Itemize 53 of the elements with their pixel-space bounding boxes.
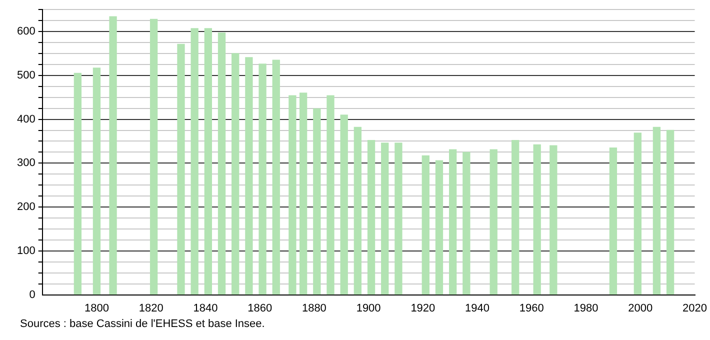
bar [367, 140, 376, 295]
x-tick-label: 1800 [84, 302, 109, 314]
bar [326, 95, 334, 295]
y-tick-label: 400 [16, 113, 36, 126]
x-tick-label: 1860 [248, 302, 272, 314]
x-tick-label: 1840 [193, 302, 218, 314]
x-tick-label: 1940 [465, 302, 490, 314]
bar [150, 18, 158, 295]
y-tick-label: 300 [16, 157, 36, 170]
x-tick-label: 1880 [302, 302, 326, 314]
bar [490, 149, 498, 295]
bar [634, 132, 642, 295]
bar [609, 147, 618, 295]
bar [533, 144, 541, 295]
bar [550, 145, 558, 295]
y-tick-label: 500 [16, 69, 36, 82]
x-tick-label: 1900 [356, 302, 381, 314]
x-tick-label: 1820 [138, 302, 164, 314]
bar [340, 114, 348, 295]
bar [109, 16, 117, 295]
bar [272, 60, 280, 295]
bar [190, 28, 198, 295]
y-tick-label: 100 [16, 244, 36, 257]
bar [299, 92, 308, 295]
bar [381, 142, 389, 295]
bar [74, 72, 82, 295]
bar [422, 155, 430, 295]
bar [258, 64, 266, 295]
bar [462, 152, 470, 295]
bar [232, 53, 240, 295]
bar [512, 140, 520, 295]
bar [218, 32, 226, 295]
bar [245, 57, 253, 295]
bar [313, 108, 321, 295]
x-tick-label: 2020 [682, 302, 708, 314]
bar [204, 28, 212, 295]
x-tick-label: 1920 [410, 302, 436, 314]
x-tick-label: 2000 [628, 302, 653, 314]
x-tick-label: 1980 [574, 302, 598, 314]
y-tick-label: 200 [16, 201, 36, 214]
bar [435, 160, 444, 295]
bar [666, 130, 674, 295]
bar [354, 126, 362, 295]
x-tick-label: 1960 [519, 302, 544, 314]
bar [449, 149, 457, 295]
y-tick-label: 600 [16, 26, 36, 38]
bar [177, 44, 185, 295]
bar [92, 68, 101, 295]
bar [652, 126, 661, 295]
bar [288, 95, 296, 295]
bar [394, 142, 402, 295]
source-note: Sources : base Cassini de l'EHESS et base Insee. [20, 318, 265, 330]
y-tick-label: 0 [29, 288, 36, 301]
